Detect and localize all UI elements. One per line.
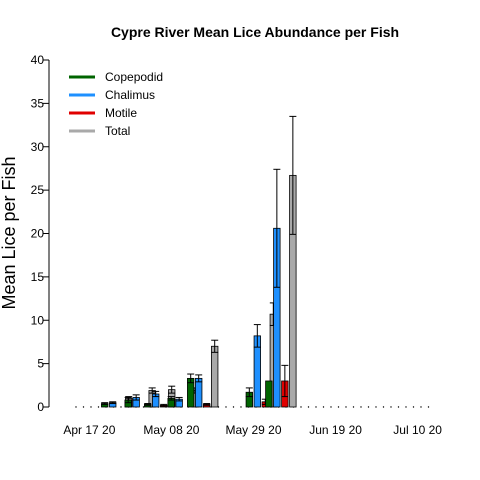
baseline-dot xyxy=(300,406,302,408)
bar-groups xyxy=(101,115,297,408)
y-axis-label: Mean Lice per Fish xyxy=(0,156,19,309)
baseline-dot xyxy=(120,406,122,408)
baseline-dot xyxy=(360,406,362,408)
y-tick-label: 15 xyxy=(31,270,45,284)
bar-group xyxy=(187,339,219,408)
x-tick-label: May 08 20 xyxy=(143,423,199,437)
baseline-dot xyxy=(345,406,347,408)
chart-title: Cypre River Mean Lice Abundance per Fish xyxy=(111,24,399,40)
y-tick-label: 20 xyxy=(31,227,45,241)
legend-label-total: Total xyxy=(105,124,130,138)
x-tick-label: Jun 19 20 xyxy=(309,423,362,437)
baseline-dot xyxy=(427,406,430,408)
y-tick-label: 10 xyxy=(31,313,45,327)
y-tick-label: 40 xyxy=(31,53,45,67)
baseline-dot xyxy=(420,406,422,408)
baseline-dot xyxy=(225,406,227,408)
baseline-dot xyxy=(330,406,332,408)
baseline-dot xyxy=(397,406,400,408)
baseline-dot xyxy=(382,406,385,408)
y-tick-label: 35 xyxy=(31,96,45,110)
legend-label-motile: Motile xyxy=(105,106,137,120)
baseline-dot xyxy=(75,406,77,408)
baseline-dot xyxy=(307,406,310,408)
y-tick-label: 0 xyxy=(37,400,44,414)
baseline-dot xyxy=(390,406,392,408)
y-tick-label: 30 xyxy=(31,140,45,154)
legend-label-chalimus: Chalimus xyxy=(105,88,155,102)
baseline-dot xyxy=(367,406,370,408)
bar-group xyxy=(265,115,297,408)
bar-total xyxy=(211,345,219,408)
y-tick-label: 25 xyxy=(31,183,45,197)
baseline-dot xyxy=(82,406,85,408)
baseline-dot xyxy=(232,406,235,408)
y-axis: 0 5 10 15 20 25 30 35 40 xyxy=(31,53,50,414)
bar-chalimus xyxy=(195,377,203,408)
baseline-dot xyxy=(240,406,242,408)
x-axis: Apr 17 20 May 08 20 May 29 20 Jun 19 20 Jul … xyxy=(63,423,442,437)
x-tick-label: May 29 20 xyxy=(225,423,281,437)
legend-label-copepodid: Copepodid xyxy=(105,70,163,84)
baseline-dot xyxy=(405,406,407,408)
baseline-dot xyxy=(142,406,145,408)
y-tick-label: 5 xyxy=(37,357,44,371)
baseline-dot xyxy=(315,406,317,408)
baseline-dot xyxy=(337,406,340,408)
baseline-dot xyxy=(90,406,92,408)
baseline-dot xyxy=(352,406,355,408)
legend: Copepodid Chalimus Motile Total xyxy=(69,70,163,138)
baseline-dot xyxy=(97,406,100,408)
baseline-dot xyxy=(375,406,377,408)
baseline-dot xyxy=(322,406,325,408)
baseline-dot xyxy=(412,406,415,408)
bar-copepodid xyxy=(265,380,273,408)
x-tick-label: Apr 17 20 xyxy=(63,423,115,437)
x-tick-label: Jul 10 20 xyxy=(393,423,442,437)
